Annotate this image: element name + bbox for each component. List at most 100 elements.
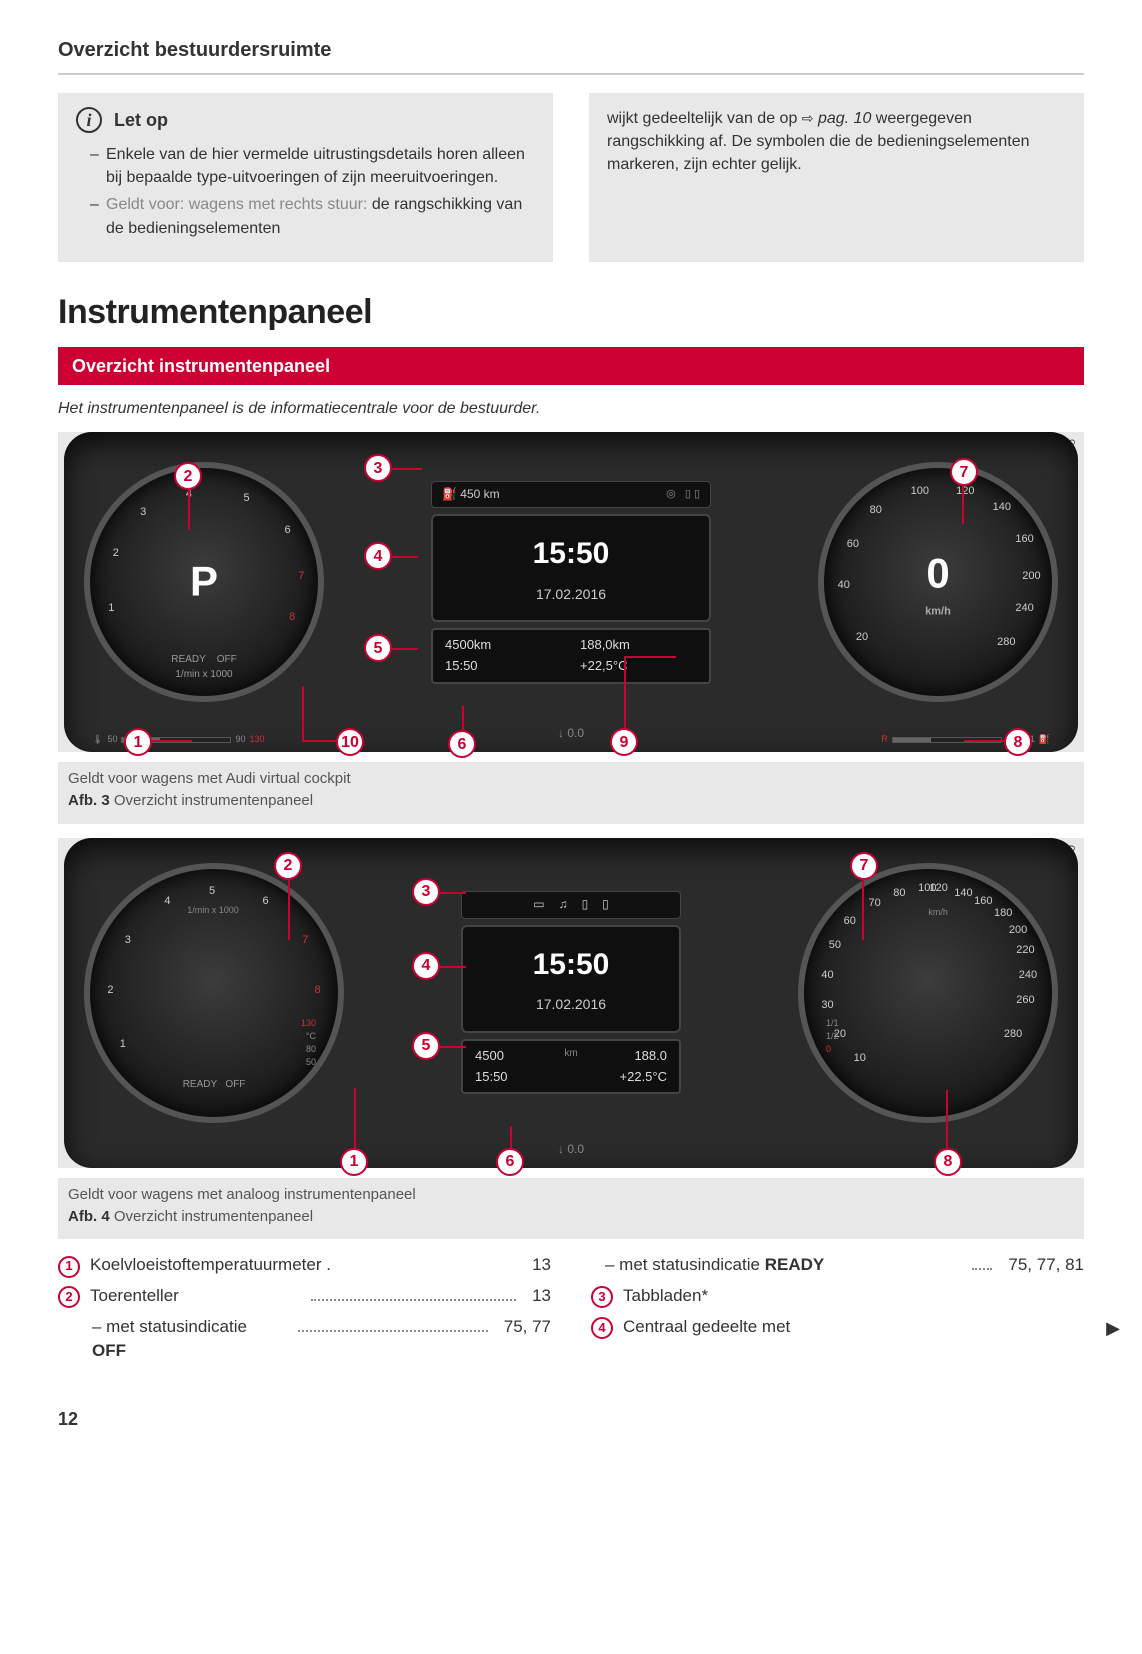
tab-icon: ▯ bbox=[582, 896, 589, 913]
fuel-zero: 0 bbox=[826, 1043, 876, 1056]
speed-tick: 80 bbox=[870, 503, 882, 519]
continue-arrow-icon: ▶ bbox=[1106, 1315, 1120, 1341]
thermometer-icon: 🌡 bbox=[92, 733, 103, 746]
tacho-tick: 6 bbox=[285, 523, 291, 539]
legend-page: 13 bbox=[532, 1253, 551, 1278]
speed-tick: 140 bbox=[993, 500, 1011, 516]
speed-tick: 240 bbox=[1019, 968, 1037, 984]
speed-value: 0 bbox=[926, 550, 949, 597]
coolant-subgauge: 130 °C 80 50 bbox=[266, 1017, 316, 1077]
legend-label: Tabbladen* bbox=[623, 1284, 1084, 1309]
leader-line bbox=[440, 1046, 466, 1048]
legend-sublabel: – met statusindicatie OFF bbox=[92, 1315, 282, 1364]
legend-item-3: 3 Tabbladen* bbox=[591, 1284, 1084, 1309]
leader-line bbox=[462, 706, 464, 730]
leader-line bbox=[302, 686, 304, 742]
legend-item-4: 4 Centraal gedeelte met ▶ bbox=[591, 1315, 1084, 1340]
note-box-left: i Let op Enkele van de hier vermelde uit… bbox=[58, 93, 553, 262]
legend: 1 Koelvloeistoftemperatuurmeter . 13 2 T… bbox=[58, 1253, 1084, 1370]
callout-4: 4 bbox=[412, 952, 440, 980]
callout-9: 9 bbox=[610, 728, 638, 756]
leader-line bbox=[188, 490, 190, 530]
callout-5: 5 bbox=[412, 1032, 440, 1060]
tab-icon: ♫ bbox=[559, 896, 568, 913]
bottom-trip-info: ↓ 0.0 bbox=[558, 1141, 584, 1158]
note-body: Enkele van de hier vermelde uitrustingsd… bbox=[76, 143, 535, 240]
fuel-half: 1/2 bbox=[826, 1030, 876, 1043]
ready-label: READY bbox=[171, 654, 205, 665]
speed-tick: 260 bbox=[1016, 993, 1034, 1009]
note-heading: Let op bbox=[114, 107, 168, 133]
tachometer-gauge-analog: 1 2 3 4 5 6 7 8 1/min x 1000 READY OFF 1… bbox=[84, 863, 344, 1123]
page-number: 12 bbox=[58, 1406, 1084, 1432]
tacho-tick: 6 bbox=[262, 894, 268, 910]
tacho-tick: 8 bbox=[315, 983, 321, 999]
center-main-display: 15:50 17.02.2016 bbox=[431, 514, 711, 622]
callout-7: 7 bbox=[850, 852, 878, 880]
fuel-full: 1/1 bbox=[826, 1017, 876, 1030]
legend-item-2: 2 Toerenteller 13 bbox=[58, 1284, 551, 1309]
note-heading-row: i Let op bbox=[76, 107, 535, 133]
center-sub-display-analog: 4500 km 188.0 15:50 +22.5°C bbox=[461, 1039, 681, 1095]
note-col2-pre: wijkt gedeeltelijk van de op bbox=[607, 110, 802, 127]
leader-line bbox=[392, 468, 422, 470]
note-box-right: wijkt gedeeltelijk van de op ⇨ pag. 10 w… bbox=[589, 93, 1084, 262]
tacho-tick: 1 bbox=[108, 601, 114, 617]
fuel-pump-icon: ⛽ bbox=[1039, 733, 1050, 746]
speed-tick: 30 bbox=[821, 998, 833, 1014]
legend-left-col: 1 Koelvloeistoftemperatuurmeter . 13 2 T… bbox=[58, 1253, 551, 1370]
odo-unit: km bbox=[564, 1047, 577, 1066]
callout-1: 1 bbox=[124, 728, 152, 756]
speed-tick: 160 bbox=[1015, 532, 1033, 548]
legend-item-2-sub: – met statusindicatie OFF 75, 77 bbox=[58, 1315, 551, 1364]
tacho-tick: 4 bbox=[164, 894, 170, 910]
speed-tick: 60 bbox=[844, 914, 856, 930]
caption-condition: Geldt voor wagens met analoog instrument… bbox=[68, 1184, 1074, 1206]
callout-10: 10 bbox=[336, 728, 364, 756]
speed-tick: 40 bbox=[821, 968, 833, 984]
tacho-unit: 1/min x 1000 bbox=[187, 904, 239, 917]
leader-line bbox=[152, 740, 192, 742]
note-item-2: Geldt voor: wagens met rechts stuur: de … bbox=[90, 193, 535, 239]
speed-tick: 180 bbox=[994, 906, 1012, 922]
leader-line bbox=[288, 880, 290, 940]
section-title: Instrumentenpaneel bbox=[58, 288, 1084, 337]
section-subtitle-bar: Overzicht instrumentenpaneel bbox=[58, 347, 1084, 385]
tacho-tick: 7 bbox=[302, 933, 308, 949]
leader-line bbox=[624, 658, 626, 728]
legend-sublabel: – met statusindicatie READY bbox=[605, 1253, 956, 1278]
tacho-tick: 7 bbox=[298, 569, 304, 585]
legend-page: 75, 77, 81 bbox=[1008, 1253, 1084, 1278]
leader-line bbox=[964, 740, 1004, 742]
legend-label: Centraal gedeelte met bbox=[623, 1315, 1084, 1340]
note-item-1: Enkele van de hier vermelde uitrustingsd… bbox=[90, 143, 535, 189]
legend-label: Koelvloeistoftemperatuurmeter . bbox=[90, 1253, 522, 1278]
center-main-display-analog: 15:50 17.02.2016 bbox=[461, 925, 681, 1033]
clock-2: 15:50 bbox=[445, 657, 562, 676]
tacho-bottom-labels: READY OFF 1/min x 1000 bbox=[90, 653, 318, 682]
note-item-2-condition: Geldt voor: wagens met rechts stuur: bbox=[106, 196, 367, 213]
leader-line bbox=[392, 648, 418, 650]
leader-line bbox=[392, 556, 418, 558]
figure-2-caption: Geldt voor wagens met analoog instrument… bbox=[58, 1178, 1084, 1240]
center-display-stack: ⛽ 450 km ◎ ▯ ▯ 15:50 17.02.2016 4500km 1… bbox=[431, 481, 711, 684]
speed-tick: 280 bbox=[997, 635, 1015, 651]
caption-label: Afb. 4 Overzicht instrumentenpaneel bbox=[68, 1206, 1074, 1228]
callout-3: 3 bbox=[364, 454, 392, 482]
speedometer-gauge-analog: 10 20 30 40 50 60 70 80 100 120 140 160 … bbox=[798, 863, 1058, 1123]
note-block: i Let op Enkele van de hier vermelde uit… bbox=[58, 93, 1084, 262]
tacho-bottom-labels: READY OFF bbox=[90, 1078, 338, 1093]
callout-3: 3 bbox=[412, 878, 440, 906]
leader-dots bbox=[311, 1299, 516, 1301]
legend-num-1: 1 bbox=[58, 1256, 80, 1278]
legend-num-4: 4 bbox=[591, 1317, 613, 1339]
fuel-pump-icon: ⛽ bbox=[442, 487, 457, 501]
ready-label: READY bbox=[183, 1079, 217, 1090]
callout-4: 4 bbox=[364, 542, 392, 570]
tacho-tick: 3 bbox=[125, 933, 131, 949]
gear-letter: P bbox=[190, 558, 218, 605]
legend-item-1: 1 Koelvloeistoftemperatuurmeter . 13 bbox=[58, 1253, 551, 1278]
speed-unit-label: km/h bbox=[928, 906, 948, 919]
display-date: 17.02.2016 bbox=[443, 584, 699, 604]
fuel-reserve: R bbox=[881, 733, 888, 746]
